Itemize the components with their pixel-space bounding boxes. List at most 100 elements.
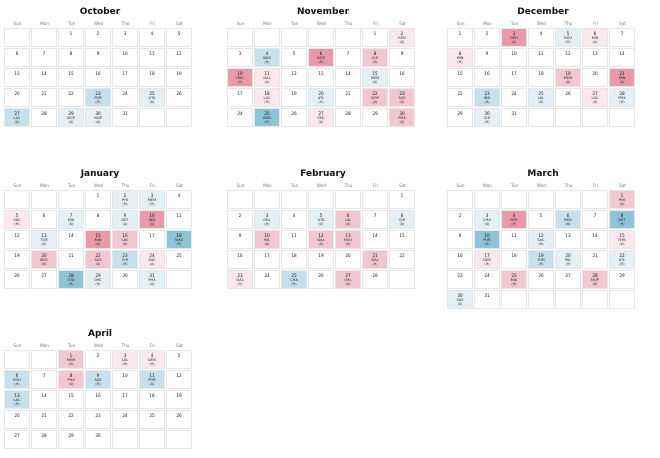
day-number: 25 <box>538 91 544 96</box>
opponent-label: OKC <box>94 278 102 282</box>
game-day-cell: 20 ATL (H) <box>308 88 334 107</box>
empty-cell <box>254 190 280 209</box>
day-number: 22 <box>619 253 625 258</box>
day-number: 28 <box>345 111 351 116</box>
day-number: 30 <box>95 111 101 116</box>
opponent-label: NYK <box>510 218 518 222</box>
game-day-cell: 25 LAL (A) <box>528 88 554 107</box>
weekday-label: Thu <box>564 183 573 188</box>
location-label: (A) <box>68 120 74 124</box>
day-cell: 22 <box>447 88 473 107</box>
empty-cell <box>528 108 554 127</box>
weekday-label: Wed <box>93 183 104 188</box>
location-label: (A) <box>318 242 324 246</box>
day-number: 5 <box>292 51 296 56</box>
opponent-label: DAL <box>236 278 244 282</box>
weekday-label: Mon <box>40 343 49 348</box>
game-day-cell: 30 NOP (A) <box>85 108 111 127</box>
day-number: 19 <box>318 253 324 258</box>
empty-cell <box>139 430 165 449</box>
location-label: (H) <box>538 242 544 246</box>
day-number: 28 <box>68 273 74 278</box>
empty-cell <box>582 108 608 127</box>
empty-cell <box>254 28 280 47</box>
day-number: 10 <box>484 233 490 238</box>
day-cell: 20 <box>582 68 608 87</box>
day-number: 18 <box>264 91 270 96</box>
day-cell: 11 <box>166 210 192 229</box>
day-cell: 14 <box>362 230 388 249</box>
day-cell: 14 <box>582 230 608 249</box>
day-number: 2 <box>123 193 127 198</box>
location-label: (H) <box>264 222 270 226</box>
location-label: (A) <box>41 262 47 266</box>
game-day-cell: 27 OKC (A) <box>308 108 334 127</box>
day-number: 23 <box>95 413 101 418</box>
day-cell: 8 <box>85 210 111 229</box>
day-number: 6 <box>346 213 350 218</box>
day-cell: 7 <box>31 370 57 389</box>
game-day-cell: 11 POR (A) <box>139 370 165 389</box>
location-label: (A) <box>372 100 378 104</box>
opponent-label: LAC <box>13 116 21 120</box>
day-number: 8 <box>96 213 100 218</box>
location-label: (H) <box>511 282 517 286</box>
opponent-label: DEN <box>510 36 518 40</box>
day-cell: 2 <box>474 28 500 47</box>
day-number: 31 <box>149 273 155 278</box>
empty-cell <box>4 350 30 369</box>
day-number: 30 <box>122 273 128 278</box>
location-label: (A) <box>14 120 20 124</box>
day-number: 28 <box>41 433 47 438</box>
day-number: 5 <box>177 31 181 36</box>
game-day-cell: 21 DAL (H) <box>362 250 388 269</box>
day-number: 9 <box>123 213 127 218</box>
day-number: 17 <box>511 71 517 76</box>
opponent-label: MEM <box>147 198 157 202</box>
game-day-cell: 9 SAS (H) <box>85 370 111 389</box>
game-day-cell: 27 LAC (A) <box>582 88 608 107</box>
empty-cell <box>58 190 84 209</box>
day-cell: 1 <box>447 28 473 47</box>
game-day-cell: 23 DAL (H) <box>227 270 253 289</box>
day-cell: 4 <box>528 28 554 47</box>
weekday-label: Thu <box>564 21 573 26</box>
day-number: 1 <box>96 193 100 198</box>
opponent-label: SAC <box>148 258 156 262</box>
opponent-label: MEM <box>66 358 76 362</box>
game-day-cell: 2 HOU (A) <box>389 28 415 47</box>
day-number: 20 <box>41 253 47 258</box>
day-number: 16 <box>484 71 490 76</box>
day-cell: 9 <box>474 48 500 67</box>
month-title: December <box>517 7 569 17</box>
empty-cell <box>501 290 527 309</box>
opponent-label: POR <box>483 238 491 242</box>
day-number: 20 <box>14 413 20 418</box>
empty-cell <box>609 108 635 127</box>
empty-cell <box>582 190 608 209</box>
game-day-cell: 6 LAL (A) <box>335 210 361 229</box>
opponent-label: DET <box>618 218 626 222</box>
day-number: 19 <box>291 91 297 96</box>
day-number: 8 <box>373 51 377 56</box>
day-number: 12 <box>565 51 571 56</box>
opponent-label: SAC <box>13 218 21 222</box>
day-number: 27 <box>592 91 598 96</box>
location-label: (A) <box>345 222 351 226</box>
opponent-label: ORL <box>344 278 352 282</box>
day-number: 4 <box>265 51 269 56</box>
opponent-label: HOU <box>12 378 22 382</box>
day-cell: 1 <box>85 190 111 209</box>
day-cell: 21 <box>31 410 57 429</box>
location-label: (A) <box>345 282 351 286</box>
day-cell: 23 <box>447 270 473 289</box>
day-number: 30 <box>484 111 490 116</box>
day-number: 1 <box>620 193 624 198</box>
weekday-label: Sun <box>13 343 22 348</box>
opponent-label: CHA <box>290 278 298 282</box>
day-number: 21 <box>41 413 47 418</box>
empty-cell <box>227 190 253 209</box>
game-day-cell: 1 MEM (A) <box>58 350 84 369</box>
game-day-cell: 5 SAC (H) <box>4 210 30 229</box>
location-label: (A) <box>565 222 571 226</box>
